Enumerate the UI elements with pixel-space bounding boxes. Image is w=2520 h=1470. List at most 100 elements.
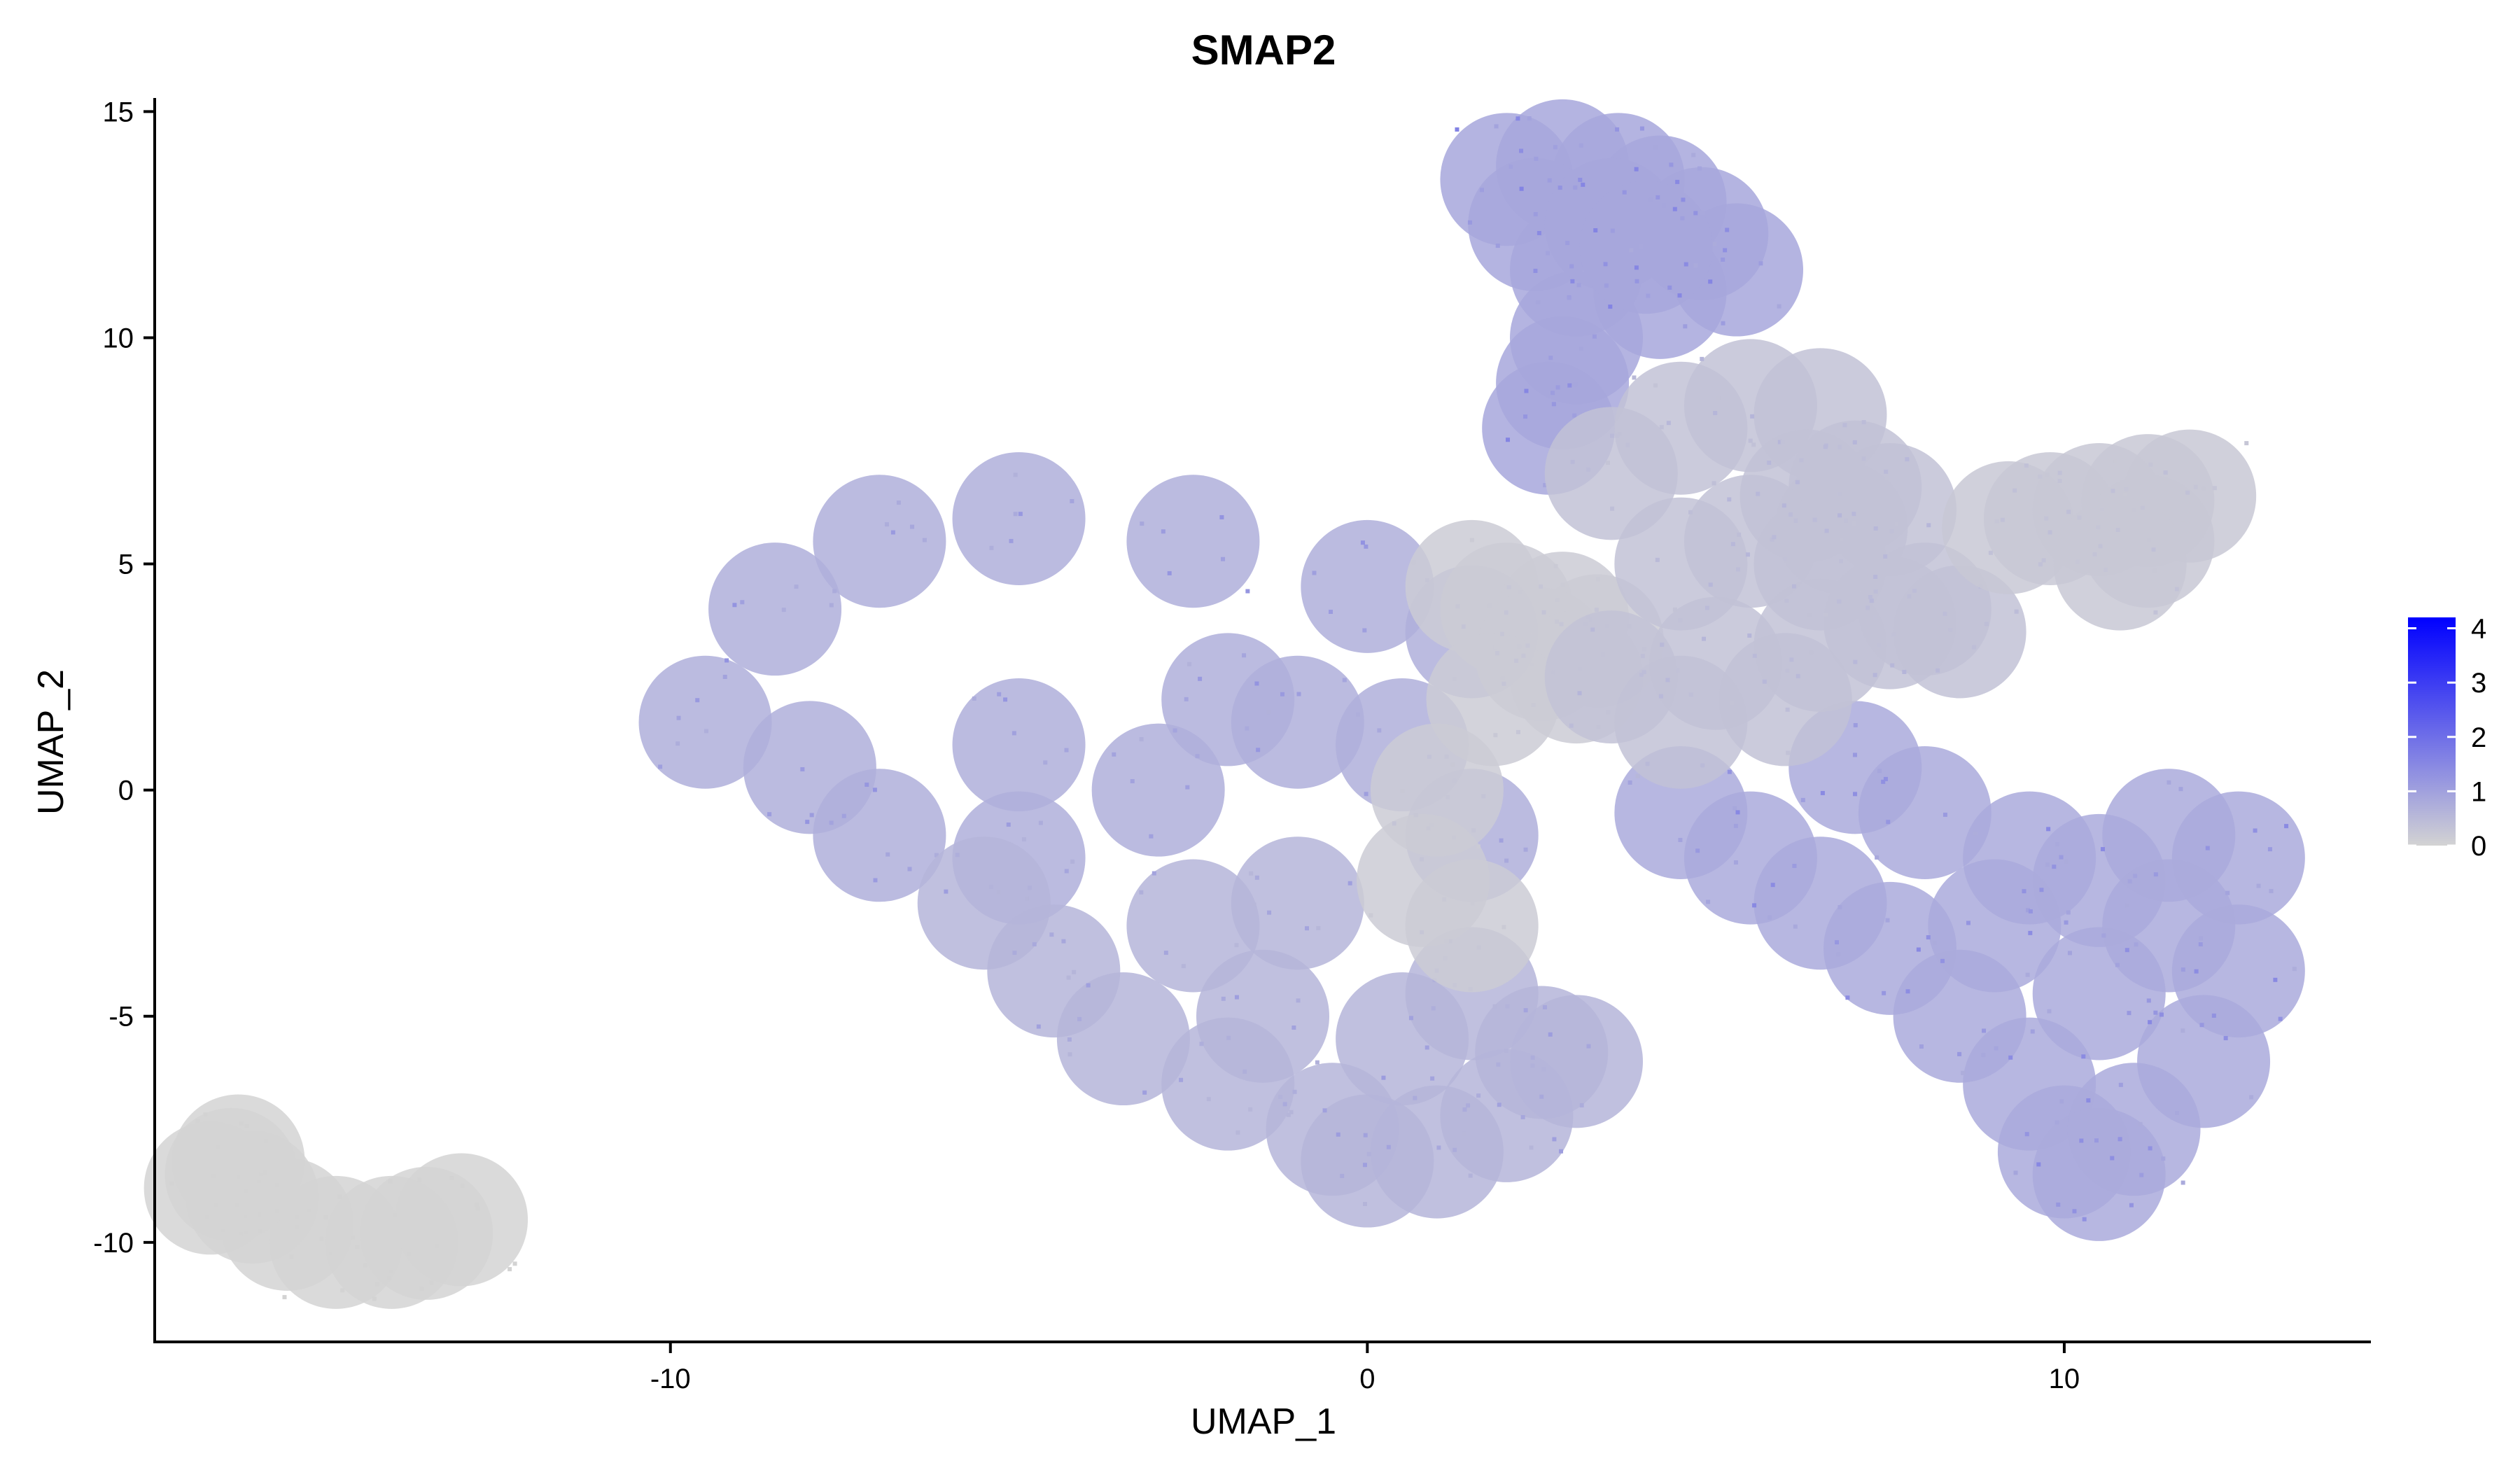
cell-dot [1461,624,1466,629]
cell-dot [1628,780,1632,785]
cell-dot [676,741,680,746]
cell-dot [2030,1029,2035,1034]
cell-dot [1581,182,1586,187]
cell-dot [429,1280,434,1285]
cell-dot [1467,220,1472,225]
cell-dot [1629,248,1634,253]
cell-dot [2094,1138,2099,1143]
cell-dot [1868,594,1872,599]
cell-dot [1413,1096,1418,1100]
cell-dot [1068,1052,1072,1057]
cell-dot [1221,996,1226,1001]
cell-dot [1837,491,1842,496]
cluster-point [1475,986,1609,1119]
cell-dot [1812,517,1817,522]
cell-dot [1086,983,1091,988]
cell-dot [1038,820,1043,825]
cell-dot [1072,969,1077,974]
cell-dot [1907,594,1912,598]
cell-dot [1496,1062,1501,1067]
cell-dot [2038,474,2043,479]
cell-dot [1504,610,1508,615]
cell-dot [1883,776,1888,781]
cell-dot [1226,1035,1231,1040]
cluster-point [1196,949,1329,1083]
cluster-point [1126,859,1260,993]
cell-dot [2047,530,2052,535]
cell-dot [1546,251,1550,255]
cell-dot [1767,915,1772,920]
cell-dot [1578,177,1583,182]
cell-dot [1555,385,1560,390]
cell-dot [1386,1144,1391,1149]
cell-dot [1872,673,1877,678]
cell-dot [1594,608,1599,612]
cluster-point [1126,475,1260,608]
cell-dot [1452,1147,1457,1152]
cell-dot [1541,610,1546,615]
cell-dot [1785,668,1790,673]
cell-dot [1152,871,1156,876]
cell-dot [1792,864,1797,869]
cell-dot [2057,479,2062,484]
cell-dot [388,1179,393,1184]
cell-dot [1793,518,1798,523]
cell-dot [1762,679,1767,684]
cell-dot [873,878,878,883]
cell-dot [1727,497,1732,502]
cell-dot [2092,552,2097,557]
cell-dot [1289,1110,1294,1114]
cell-dot [1067,1037,1072,1042]
cell-dot [1112,752,1116,757]
cell-dot [1362,1163,1367,1168]
cell-dot [1049,932,1054,937]
cell-dot [1570,279,1575,284]
cell-dot [1542,1004,1547,1009]
cell-dot [1364,544,1368,549]
cell-dot [1199,1042,1204,1046]
cell-dot [1902,669,1907,674]
cell-dot [474,1203,479,1208]
cell-dot [1593,228,1598,233]
cell-dot [1249,871,1254,876]
cell-dot [1634,279,1639,284]
cell-dot [1024,896,1029,901]
cell-dot [1360,540,1365,545]
cell-dot [1577,691,1582,696]
cell-dot [1523,847,1528,852]
cell-dot [1884,476,1889,481]
cluster-point [395,1153,528,1287]
cell-dot [1851,512,1856,517]
y-axis-ticks: -10 -5 0 5 10 15 [93,97,155,1259]
cell-dot [1462,1107,1467,1112]
cell-dot [2127,879,2132,884]
cell-dot [1634,167,1639,172]
cell-dot [805,820,810,825]
cell-dot [809,813,814,818]
cell-dot [1533,268,1538,273]
cell-dot [1750,414,1755,419]
cell-dot [886,852,890,857]
cell-dot [1861,420,1866,425]
cell-dot [257,1212,262,1217]
cell-dot [1455,127,1460,132]
cell-dot [1732,806,1737,811]
cell-dot [1823,444,1828,449]
cell-dot [1499,838,1504,843]
cell-dot [2100,847,2105,852]
cell-dot [1745,552,1750,557]
cell-dot [2152,568,2157,573]
cell-dot [1516,729,1520,734]
cell-dot [1539,584,1544,589]
cell-dot [1167,570,1172,575]
cell-dot [1494,651,1499,656]
cell-dot [2044,516,2049,521]
cell-dot [2038,562,2043,567]
cell-dot [1576,283,1581,288]
cell-dot [372,1296,377,1301]
cluster-right-top-cluster [1440,99,1804,495]
cell-dot [2064,920,2068,925]
cell-dot [307,1208,312,1213]
cell-dot [1550,391,1555,396]
